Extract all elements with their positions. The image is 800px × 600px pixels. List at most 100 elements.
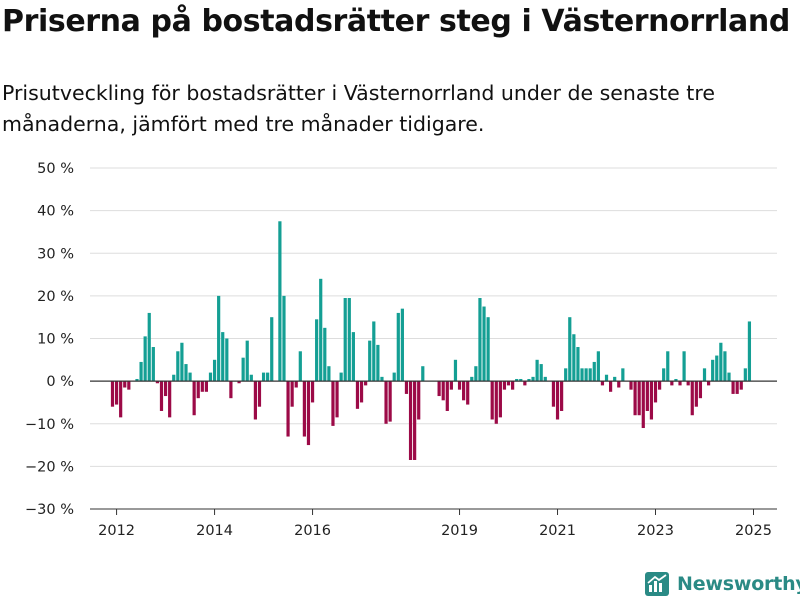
value-annotation: 14 % [734,0,772,4]
bar [359,381,364,403]
brand-name: Newsworthy [677,573,800,595]
bar [290,381,294,407]
bar [437,381,441,397]
bar [180,342,184,382]
bar [172,374,176,382]
bar [617,381,621,388]
bar [135,378,139,382]
bar [584,368,588,382]
bar [302,381,306,437]
bar [110,381,115,407]
bar [527,378,531,382]
bar [192,381,196,416]
bar [670,381,674,386]
bar [123,381,127,388]
bar [372,321,376,382]
bar [466,381,470,405]
bar [482,306,486,382]
bar [417,381,421,420]
bar [564,368,568,382]
bar [441,381,445,401]
bar [731,381,735,394]
axes [90,380,777,515]
bar [666,351,670,382]
bar [376,344,380,382]
bar [327,366,331,382]
bar [294,381,298,388]
bar [343,298,347,382]
bar [560,381,564,411]
y-tick-label: 30 % [37,246,74,262]
y-tick-label: 10 % [37,332,74,348]
bar [266,372,270,382]
bar [261,372,266,382]
bar [323,327,327,382]
bar [331,381,335,426]
bar [168,381,172,418]
bar [184,364,188,382]
bar [319,278,323,382]
bar [535,359,539,382]
bar [119,381,123,418]
bar [241,357,245,382]
bar [380,376,384,382]
bar [392,372,396,382]
bar [621,368,625,382]
bar [702,368,707,382]
bar [347,298,351,382]
gridlines [90,167,777,510]
bar [400,308,404,382]
bar [306,381,311,446]
bar [747,321,752,382]
bar [351,332,355,382]
bar [127,381,131,390]
tick-labels: 50 % 40 % 30 % 20 % 10 % 0 % −10 % −20 % −30 % 20… [25,0,773,539]
bar [519,378,523,382]
bar [588,368,592,382]
bar [364,381,368,386]
bar [147,312,151,382]
chart-area: 50 % 40 % 30 % 20 % 10 % 0 % −10 % −20 % −30 % 20… [25,0,777,539]
bar [217,295,221,382]
x-tick-label: 2012 [98,523,135,539]
bar [474,366,478,382]
bar [568,317,572,382]
bar [706,381,711,386]
bar [270,317,274,382]
brand-logo[interactable]: Newsworthy [645,569,800,599]
y-tick-label: −20 % [25,459,74,475]
bar [727,372,731,382]
bar [637,381,641,416]
bar [596,351,600,382]
bar [490,381,494,420]
bar [580,368,584,382]
bar [355,381,360,409]
x-tick-label: 2016 [294,523,331,539]
bar [498,381,502,418]
bar [502,381,507,390]
bar [114,381,119,405]
x-tick-label: 2021 [539,523,576,539]
bar [690,381,694,416]
bar [413,381,417,460]
bar-series [110,221,752,460]
bar [694,381,698,407]
x-tick-label: 2019 [441,523,478,539]
bar [249,374,253,382]
bar [212,359,217,382]
bar [531,376,535,382]
bar [200,381,204,392]
bar [396,312,400,382]
bar [641,381,645,429]
bar [163,381,168,397]
bar [658,381,662,390]
bar [408,381,413,460]
bar [715,355,719,382]
bar [539,364,543,382]
bar [551,381,556,407]
bar [237,381,241,384]
bar [486,317,490,382]
bar [543,376,547,382]
bar [257,381,262,407]
bar [253,381,257,420]
